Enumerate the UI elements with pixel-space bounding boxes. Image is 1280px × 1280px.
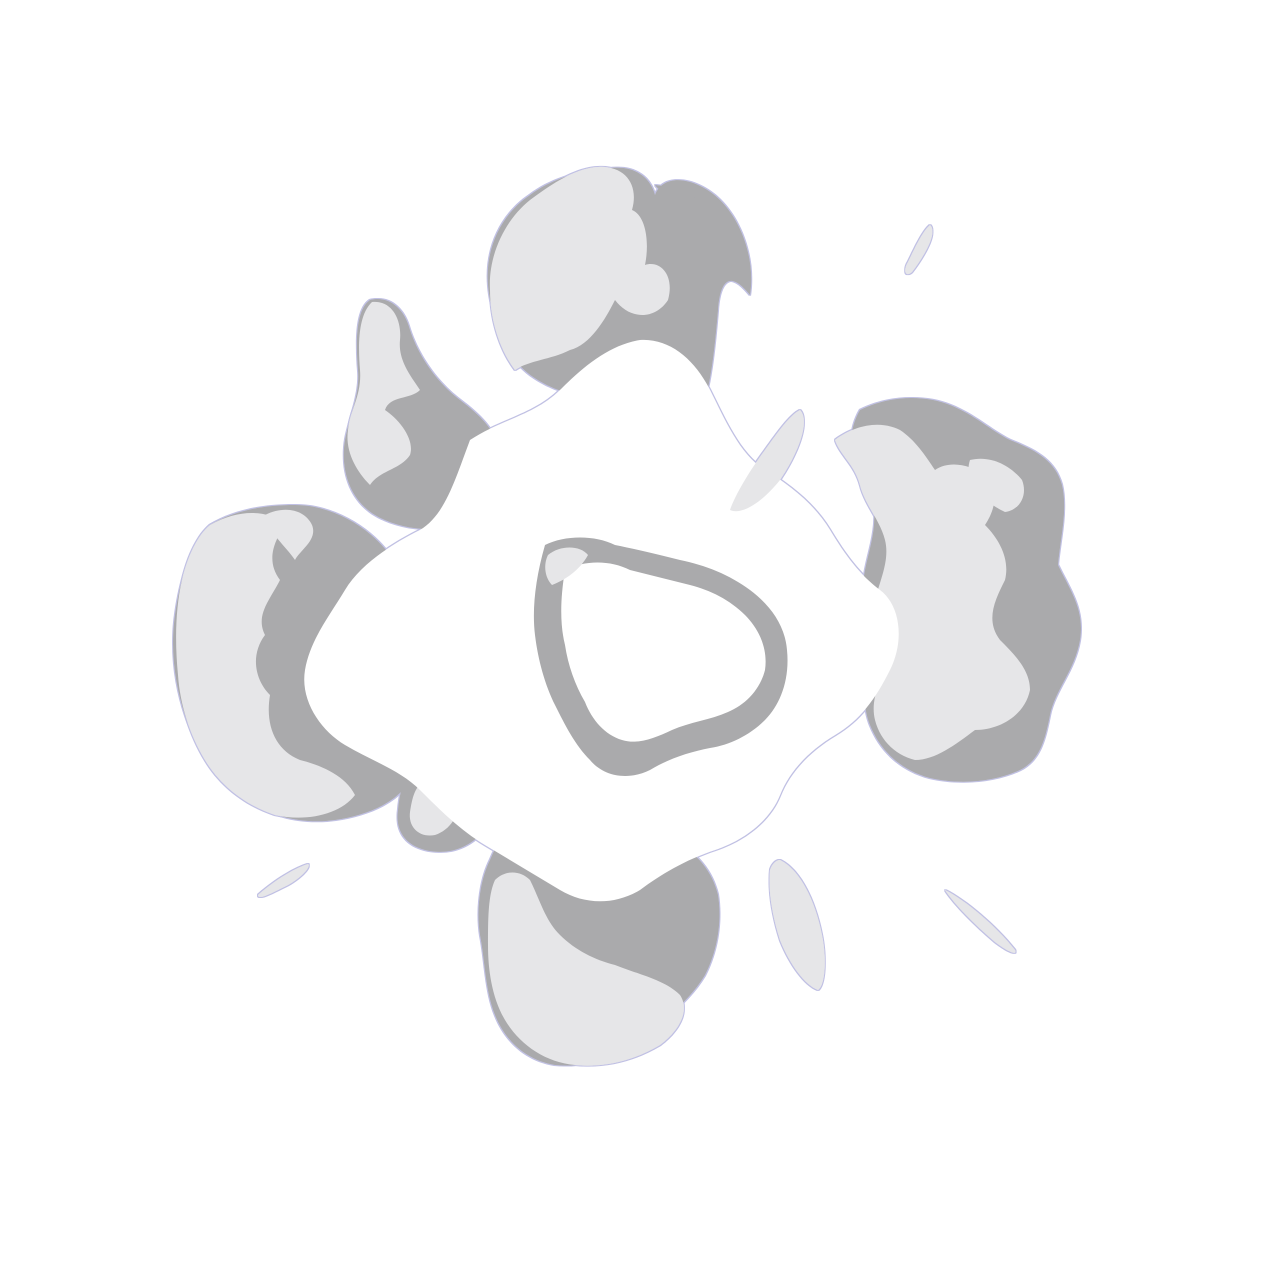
smoke-streak-left [258, 864, 309, 898]
smoke-streak-center-right [730, 410, 804, 512]
smoke-streak-lower-right [769, 860, 825, 990]
smoke-streak-bottom-right [945, 890, 1016, 953]
smoke-streak-top-right [905, 225, 933, 275]
smoke-puff-top [487, 166, 752, 412]
smoke-puff-bottom [478, 818, 720, 1066]
